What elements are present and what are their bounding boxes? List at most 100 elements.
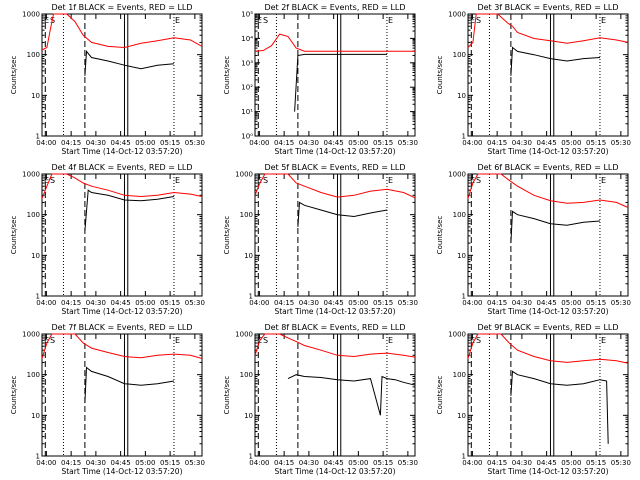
y-tick-label: 10 <box>244 252 253 260</box>
interval-marker: E <box>175 16 180 25</box>
interval-marker: S <box>50 176 55 185</box>
lld-series-line <box>467 13 629 48</box>
x-axis-title: Start Time (14-Oct-12 03:57:20) <box>61 307 182 316</box>
interval-marker: S <box>476 16 481 25</box>
y-axis-title: Counts/sec <box>223 376 231 415</box>
plot-frame <box>41 173 203 297</box>
plot-frame <box>467 333 629 457</box>
y-tick-label: 10⁰ <box>241 133 253 141</box>
x-axis-title: Start Time (14-Oct-12 03:57:20) <box>274 307 395 316</box>
x-axis-title: Start Time (14-Oct-12 03:57:20) <box>487 147 608 156</box>
x-axis-title: Start Time (14-Oct-12 03:57:20) <box>61 147 182 156</box>
y-tick-label: 1000 <box>235 171 253 179</box>
x-tick-label: 05:15 <box>373 459 393 467</box>
plot-frame <box>254 333 416 457</box>
y-tick-label: 100 <box>453 211 466 219</box>
x-tick-label: 04:30 <box>512 139 532 147</box>
interval-marker: E <box>257 16 262 25</box>
x-tick-label: 05:30 <box>185 139 205 147</box>
panel-title: Det 6f BLACK = Events, RED = LLD <box>477 163 618 172</box>
x-tick-label: 05:00 <box>561 299 581 307</box>
x-tick-label: 05:30 <box>185 299 205 307</box>
y-tick-label: 100 <box>453 51 466 59</box>
x-tick-label: 04:30 <box>86 459 106 467</box>
x-tick-label: 05:00 <box>348 459 368 467</box>
panel-title: Det 1f BLACK = Events, RED = LLD <box>51 3 192 12</box>
x-tick-label: 05:30 <box>398 459 418 467</box>
events-series-line <box>510 46 601 76</box>
y-tick-label: 1000 <box>448 331 466 339</box>
y-tick-label: 10 <box>457 412 466 420</box>
x-tick-label: 04:45 <box>537 139 557 147</box>
x-tick-label: 04:15 <box>487 139 507 147</box>
y-tick-label: 1 <box>249 293 253 301</box>
x-tick-label: 04:30 <box>86 299 106 307</box>
panel-title: Det 7f BLACK = Events, RED = LLD <box>51 323 192 332</box>
x-tick-label: 04:45 <box>324 139 344 147</box>
events-series-line <box>510 210 601 244</box>
x-tick-label: 05:30 <box>611 459 631 467</box>
x-tick-label: 04:00 <box>249 459 269 467</box>
x-tick-label: 04:15 <box>61 299 81 307</box>
y-axis-title: Counts/sec <box>10 56 18 95</box>
panel-4: Det 4f BLACK = Events, RED = LLD 1 10 100 10… <box>10 163 205 316</box>
interval-marker: E <box>470 176 475 185</box>
y-axis-title: Counts/sec <box>436 56 444 95</box>
x-tick-label: 04:00 <box>36 459 56 467</box>
x-tick-label: 05:00 <box>561 459 581 467</box>
x-tick-label: 04:45 <box>537 299 557 307</box>
x-tick-label: 04:30 <box>299 139 319 147</box>
interval-marker: E <box>601 176 606 185</box>
interval-marker: S <box>50 336 55 345</box>
panel-title: Det 5f BLACK = Events, RED = LLD <box>264 163 405 172</box>
plot-frame <box>254 13 416 137</box>
x-tick-label: 05:30 <box>398 139 418 147</box>
interval-marker: S <box>476 336 481 345</box>
x-tick-label: 05:15 <box>586 299 606 307</box>
panel-9: Det 9f BLACK = Events, RED = LLD 1 10 100 10… <box>436 323 631 476</box>
x-tick-label: 04:15 <box>487 459 507 467</box>
panel-title: Det 2f BLACK = Events, RED = LLD <box>264 3 405 12</box>
x-tick-label: 04:00 <box>36 139 56 147</box>
interval-marker: E <box>470 16 475 25</box>
x-tick-label: 05:00 <box>348 139 368 147</box>
y-axis-title: Counts/sec <box>223 216 231 255</box>
panel-title: Det 8f BLACK = Events, RED = LLD <box>264 323 405 332</box>
interval-marker: E <box>470 336 475 345</box>
panel-title: Det 4f BLACK = Events, RED = LLD <box>51 163 192 172</box>
y-tick-label: 1000 <box>448 11 466 19</box>
y-tick-label: 100 <box>27 51 40 59</box>
events-series-line <box>294 53 387 112</box>
x-tick-label: 04:15 <box>61 139 81 147</box>
events-series-line <box>84 366 175 404</box>
interval-marker: E <box>175 176 180 185</box>
y-tick-label: 1000 <box>448 171 466 179</box>
y-tick-label: 10 <box>31 252 40 260</box>
x-tick-label: 05:15 <box>586 139 606 147</box>
y-tick-label: 100 <box>453 371 466 379</box>
plot-frame <box>41 333 203 457</box>
x-tick-label: 05:00 <box>135 139 155 147</box>
plot-frame <box>254 173 416 297</box>
x-tick-label: 04:00 <box>249 299 269 307</box>
y-tick-label: 1000 <box>22 11 40 19</box>
y-tick-label: 1 <box>36 133 40 141</box>
y-tick-label: 10 <box>31 412 40 420</box>
interval-marker: E <box>44 176 49 185</box>
events-series-line <box>510 370 609 444</box>
y-tick-label: 10 <box>457 252 466 260</box>
x-tick-label: 04:45 <box>111 299 131 307</box>
x-axis-title: Start Time (14-Oct-12 03:57:20) <box>487 307 608 316</box>
y-tick-label: 1000 <box>22 331 40 339</box>
x-tick-label: 04:45 <box>324 299 344 307</box>
x-axis-title: Start Time (14-Oct-12 03:57:20) <box>274 147 395 156</box>
x-tick-label: 05:30 <box>185 459 205 467</box>
interval-marker: E <box>44 16 49 25</box>
y-tick-label: 10⁵ <box>241 11 253 19</box>
events-series-line <box>297 201 388 227</box>
y-tick-label: 1 <box>462 293 466 301</box>
y-tick-label: 100 <box>27 211 40 219</box>
x-tick-label: 05:15 <box>586 459 606 467</box>
x-tick-label: 04:30 <box>512 459 532 467</box>
